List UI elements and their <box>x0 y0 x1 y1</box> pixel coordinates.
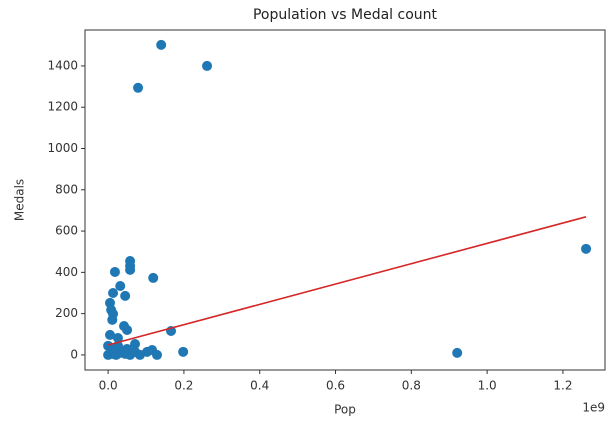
point <box>130 338 141 349</box>
y-axis-label: Medals <box>13 179 27 221</box>
point <box>452 347 463 358</box>
x-tick-label: 0.4 <box>250 379 269 393</box>
point <box>156 39 167 50</box>
x-tick-label: 0.0 <box>99 379 118 393</box>
point <box>148 272 159 283</box>
x-axis-label: Pop <box>334 403 356 417</box>
y-tick-label: 800 <box>55 182 78 196</box>
x-tick-label: 0.2 <box>174 379 193 393</box>
y-tick-label: 1200 <box>47 100 78 114</box>
point <box>105 329 116 340</box>
y-tick-label: 1000 <box>47 141 78 155</box>
point <box>109 266 120 277</box>
y-tick-label: 0 <box>70 347 78 361</box>
y-tick-label: 400 <box>55 265 78 279</box>
x-tick-label: 1.2 <box>553 379 572 393</box>
plot-frame <box>84 29 606 371</box>
y-tick-label: 1400 <box>47 58 78 72</box>
point <box>125 264 136 275</box>
trend-line <box>107 216 587 346</box>
point <box>112 333 123 344</box>
point <box>147 344 158 355</box>
point <box>581 243 592 254</box>
point <box>115 280 126 291</box>
point <box>120 290 131 301</box>
y-tick-label: 200 <box>55 306 78 320</box>
point <box>178 346 189 357</box>
point <box>108 287 119 298</box>
y-tick-label: 600 <box>55 224 78 238</box>
point <box>133 82 144 93</box>
x-offset-label: 1e9 <box>582 401 605 415</box>
x-tick-label: 0.8 <box>402 379 421 393</box>
x-tick-label: 0.6 <box>326 379 345 393</box>
point <box>122 343 133 354</box>
point <box>107 314 118 325</box>
point <box>122 324 133 335</box>
x-tick-label: 1.0 <box>478 379 497 393</box>
point <box>202 60 213 71</box>
point <box>134 349 145 360</box>
chart-title: Population vs Medal count <box>253 7 438 23</box>
